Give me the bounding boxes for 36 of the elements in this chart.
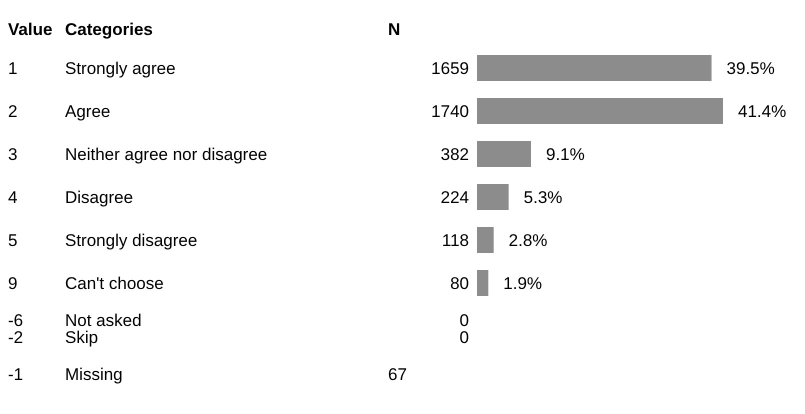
text: 3 — [8, 144, 18, 164]
annotation: 5.3% — [524, 188, 562, 207]
data-label: 224 — [440, 188, 469, 207]
y-tick-label: Disagree — [65, 188, 134, 207]
annotation: 9.1% — [546, 144, 585, 164]
y-axis-title: Categories — [65, 20, 153, 39]
text: 2 — [8, 102, 18, 121]
data-label: 382 — [440, 144, 469, 164]
text: -1 — [8, 364, 24, 384]
data-label: 0 — [460, 310, 469, 330]
data-label: 0 — [460, 328, 469, 347]
y-tick-label: Missing — [65, 364, 123, 384]
annotation: 1.9% — [503, 274, 542, 293]
y-tick-label: Agree — [65, 102, 110, 121]
annotation: 41.4% — [738, 102, 786, 121]
text: 9 — [8, 274, 18, 293]
data-label: 1740 — [431, 102, 469, 121]
text: 4 — [8, 188, 18, 207]
y-tick-label: Skip — [65, 328, 98, 347]
annotation: 39.5% — [726, 58, 775, 78]
text: 1 — [8, 58, 18, 78]
text: -6 — [8, 310, 24, 330]
x-axis-title: N — [388, 20, 400, 39]
text: 67 — [388, 364, 407, 384]
data-label: 118 — [442, 230, 469, 250]
y-tick-label: Strongly agree — [65, 58, 176, 78]
annotation: 2.8% — [508, 230, 548, 250]
y-tick-label: Can't choose — [65, 274, 164, 293]
text: -2 — [8, 328, 24, 347]
data-label: 80 — [450, 274, 469, 293]
y-tick-label: Neither agree nor disagree — [65, 144, 268, 164]
text: 5 — [8, 230, 18, 250]
text: Value — [8, 20, 52, 39]
y-tick-label: Strongly disagree — [65, 230, 198, 250]
y-tick-label: Not asked — [65, 310, 142, 330]
data-label: 1659 — [431, 58, 469, 78]
